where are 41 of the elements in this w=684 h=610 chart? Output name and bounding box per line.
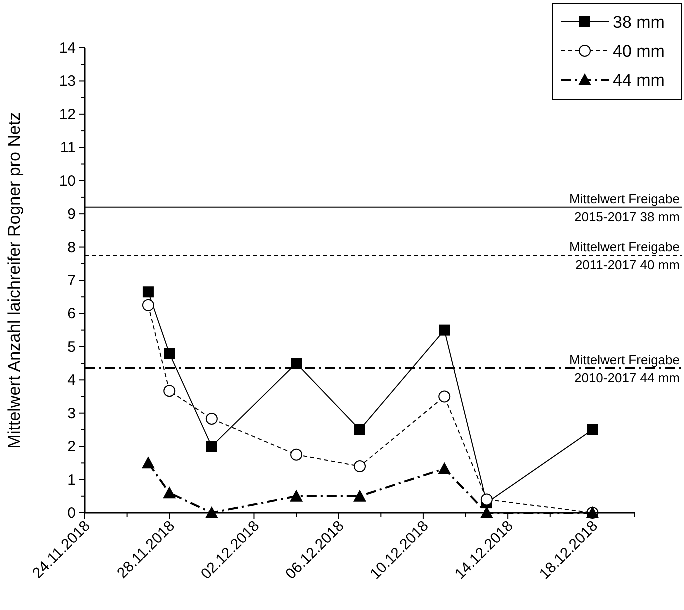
ref-line-label: Mittelwert Freigabe 2010-2017 44 mm <box>569 352 680 386</box>
point <box>291 358 302 370</box>
y-tick-label: 9 <box>68 206 76 224</box>
ref-line-label: Mittelwert Freigabe 2015-2017 38 mm <box>569 191 680 224</box>
point <box>206 413 218 426</box>
y-tick-label: 2 <box>68 438 76 456</box>
legend-label: 38 mm <box>613 13 665 32</box>
point <box>290 490 304 502</box>
point <box>164 385 176 398</box>
point <box>438 390 451 403</box>
point <box>290 448 303 461</box>
y-tick-label: 14 <box>59 40 76 57</box>
point <box>439 324 450 336</box>
point <box>438 462 452 474</box>
point <box>142 299 154 312</box>
y-tick-label: 12 <box>59 106 76 124</box>
y-tick-label: 0 <box>68 505 76 522</box>
point <box>354 460 366 472</box>
point <box>354 424 366 436</box>
y-tick-label: 5 <box>68 338 76 356</box>
y-tick-label: 11 <box>60 140 76 157</box>
y-tick-label: 6 <box>68 306 76 323</box>
legend-label: 44 mm <box>613 71 665 90</box>
point <box>480 494 493 506</box>
y-tick-label: 1 <box>68 472 76 489</box>
point <box>206 441 218 452</box>
y-tick-label: 7 <box>68 272 76 290</box>
y-axis-title: Mittelwert Anzahl laichreifer Rogner pro Netz <box>5 112 24 449</box>
point <box>164 348 176 360</box>
point <box>587 424 598 436</box>
ref-line-label: Mittelwert Freigabe 2011-2017 40 mm <box>569 240 680 273</box>
y-tick-label: 10 <box>59 172 76 190</box>
legend-label: 40 mm <box>613 42 665 61</box>
y-tick-label: 3 <box>68 405 76 422</box>
y-tick-label: 8 <box>68 239 76 256</box>
y-tick-label: 13 <box>59 73 76 90</box>
point <box>354 490 366 502</box>
point <box>142 286 154 298</box>
y-tick-label: 4 <box>68 372 76 390</box>
point <box>163 486 176 499</box>
point <box>142 456 155 469</box>
